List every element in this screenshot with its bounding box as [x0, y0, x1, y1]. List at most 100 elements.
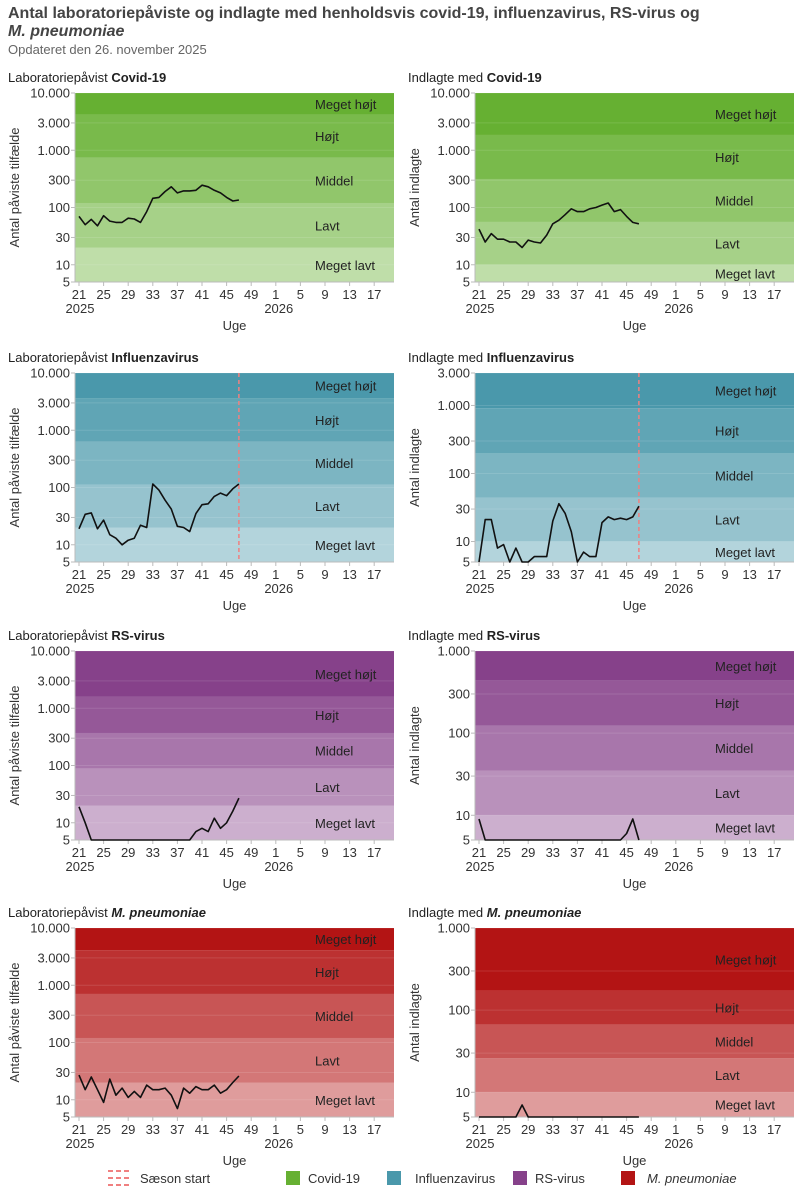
data-point — [570, 207, 573, 210]
legend: Sæson start Covid-19 Influenzavirus RS-v… — [0, 1169, 800, 1189]
x-tick-label: 49 — [244, 1122, 258, 1137]
band-label: Middel — [315, 744, 353, 759]
x-tick-label: 9 — [721, 845, 728, 860]
data-point — [637, 505, 640, 508]
data-point — [539, 1116, 542, 1119]
x-tick-label: 1 — [272, 287, 279, 302]
data-point — [514, 1116, 517, 1119]
x-tick-label: 45 — [219, 567, 233, 582]
data-point — [582, 839, 585, 842]
data-point — [478, 561, 481, 564]
panel-title-pathogen: Influenzavirus — [111, 350, 198, 365]
data-point — [102, 519, 105, 522]
severity-band — [475, 1092, 794, 1117]
band-label: Middel — [715, 741, 753, 756]
data-point — [557, 839, 560, 842]
y-tick-label: 5 — [463, 1110, 470, 1125]
color-swatch-icon — [286, 1171, 300, 1185]
severity-band — [75, 928, 394, 951]
data-point — [207, 502, 210, 505]
severity-band — [75, 732, 394, 769]
data-point — [478, 818, 481, 821]
data-point — [201, 827, 204, 830]
data-point — [594, 555, 597, 558]
severity-band — [75, 373, 394, 399]
y-tick-label: 5 — [63, 275, 70, 290]
x-tick-label: 17 — [367, 1122, 381, 1137]
y-tick-label: 10 — [56, 815, 70, 830]
band-label: Højt — [715, 696, 739, 711]
y-tick-label: 1.000 — [37, 978, 70, 993]
data-point — [564, 1116, 567, 1119]
data-point — [521, 246, 524, 249]
data-point — [508, 839, 511, 842]
x-year-label: 2026 — [264, 581, 293, 596]
data-point — [127, 539, 130, 542]
x-tick-label: 1 — [672, 1122, 679, 1137]
data-point — [594, 1116, 597, 1119]
severity-band — [75, 993, 394, 1038]
data-point — [231, 810, 234, 813]
data-point — [514, 547, 517, 550]
panel-title: Laboratoriepåvist Influenzavirus — [8, 350, 199, 365]
data-point — [78, 527, 81, 530]
panel-title-prefix: Indlagte med — [408, 70, 487, 85]
data-point — [490, 1116, 493, 1119]
panel-title-pathogen: M. pneumoniae — [111, 905, 206, 920]
x-year-label: 2026 — [664, 1136, 693, 1151]
y-tick-label: 100 — [448, 200, 470, 215]
data-point — [588, 839, 591, 842]
x-tick-label: 5 — [697, 845, 704, 860]
data-point — [164, 499, 167, 502]
y-tick-label: 3.000 — [437, 366, 470, 381]
y-tick-label: 1.000 — [437, 644, 470, 659]
x-tick-label: 1 — [272, 845, 279, 860]
y-tick-label: 3.000 — [437, 115, 470, 130]
x-tick-label: 49 — [644, 845, 658, 860]
data-point — [182, 839, 185, 842]
data-point — [607, 1116, 610, 1119]
panel-title: Indlagte med Influenzavirus — [408, 350, 574, 365]
x-tick-label: 33 — [146, 1122, 160, 1137]
updated-date: Opdateret den 26. november 2025 — [8, 42, 207, 57]
band-label: Højt — [315, 129, 339, 144]
y-tick-label: 5 — [63, 1110, 70, 1125]
y-tick-label: 1.000 — [37, 423, 70, 438]
x-year-label: 2026 — [664, 859, 693, 874]
severity-band — [475, 93, 794, 135]
band-label: Højt — [715, 1001, 739, 1016]
y-tick-label: 1.000 — [37, 143, 70, 158]
x-year-label: 2025 — [66, 859, 95, 874]
data-point — [533, 1116, 536, 1119]
severity-band — [475, 928, 794, 991]
data-point — [133, 537, 136, 540]
y-tick-label: 3.000 — [37, 115, 70, 130]
data-point — [533, 240, 536, 243]
y-tick-label: 300 — [48, 173, 70, 188]
y-tick-label: 10 — [456, 1085, 470, 1100]
band-label: Meget lavt — [715, 821, 775, 836]
data-point — [145, 526, 148, 529]
x-tick-label: 9 — [321, 1122, 328, 1137]
band-label: Lavt — [315, 218, 340, 233]
x-tick-label: 17 — [367, 567, 381, 582]
data-point — [127, 839, 130, 842]
data-point — [527, 239, 530, 242]
x-tick-label: 21 — [472, 287, 486, 302]
data-point — [145, 839, 148, 842]
x-year-label: 2026 — [264, 1136, 293, 1151]
band-label: Middel — [715, 193, 753, 208]
data-point — [527, 839, 530, 842]
x-tick-label: 13 — [742, 1122, 756, 1137]
y-tick-label: 100 — [48, 1035, 70, 1050]
x-tick-label: 25 — [96, 1122, 110, 1137]
y-tick-label: 10.000 — [30, 921, 70, 936]
x-tick-label: 5 — [697, 287, 704, 302]
data-point — [490, 839, 493, 842]
x-tick-label: 9 — [721, 287, 728, 302]
x-tick-label: 37 — [570, 567, 584, 582]
band-label: Meget højt — [315, 379, 377, 394]
y-tick-label: 30 — [56, 788, 70, 803]
data-point — [108, 839, 111, 842]
data-point — [625, 832, 628, 835]
